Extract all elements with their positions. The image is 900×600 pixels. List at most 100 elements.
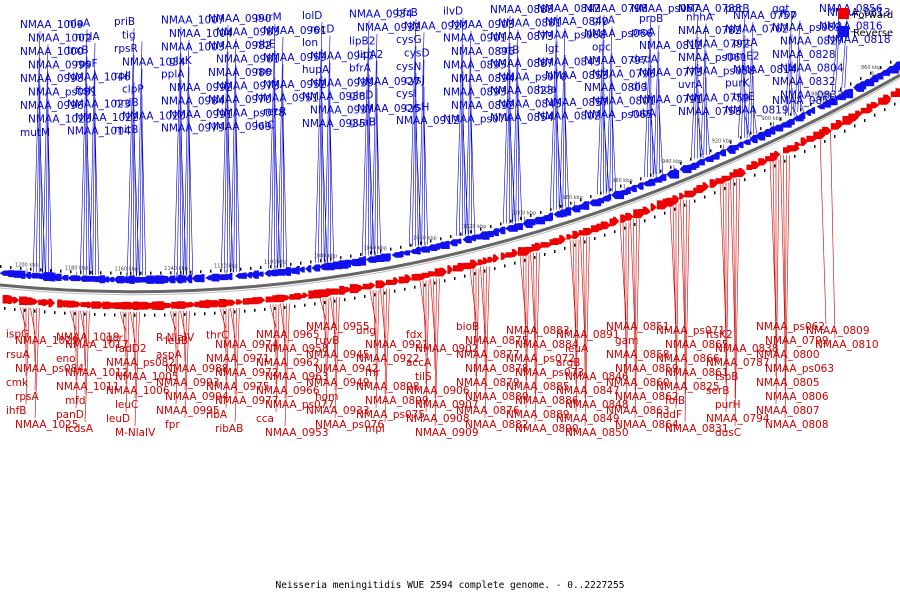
label-connector-lines	[19, 14, 848, 427]
label-connector	[19, 307, 27, 328]
gene-label-reverse: NMAA_0832	[772, 76, 836, 88]
label-connector	[283, 303, 286, 371]
gene-arrow	[46, 272, 56, 282]
label-connector	[791, 87, 795, 116]
gene-label-reverse: hda	[537, 84, 557, 96]
gene-label-reverse: pntB	[725, 3, 750, 15]
gene-arrow	[625, 212, 634, 221]
gene-label-forward: NMAA_0906	[406, 385, 470, 397]
scale-tick-label: 1040 kbp	[413, 236, 437, 242]
gene-arrow	[583, 227, 594, 235]
gene-arrow	[751, 161, 761, 170]
gene-arrow	[650, 203, 657, 212]
gene-arrow	[382, 253, 391, 261]
label-connector	[25, 307, 30, 405]
gene-label-reverse: recD	[310, 24, 334, 36]
gene-label-reverse: NMAA_0991	[169, 109, 233, 121]
gene-arrow	[534, 242, 543, 251]
gene-arrow	[87, 301, 94, 309]
gene-arrow	[718, 149, 727, 157]
gene-arrow	[855, 110, 863, 117]
gene-label-reverse: purK	[725, 78, 751, 90]
gene-label-reverse: NMAA_0788	[678, 3, 742, 15]
track-marker	[640, 177, 642, 181]
label-connector	[274, 104, 278, 269]
gene-label-forward: NMAA_ps082	[106, 357, 175, 369]
label-connector	[34, 308, 37, 391]
scale-tick-label: 900 kbp	[761, 116, 781, 122]
gene-label-reverse: NMAA_0827	[780, 36, 844, 48]
label-connector	[92, 69, 96, 276]
track-marker	[264, 307, 266, 311]
gene-arrow	[330, 288, 342, 295]
label-connector	[505, 42, 511, 224]
label-connector	[34, 308, 40, 419]
track-marker	[850, 82, 852, 86]
gene-label-reverse: NMAA_1004	[169, 28, 233, 40]
label-connector	[533, 252, 536, 367]
label-connector	[525, 255, 530, 409]
label-connector	[284, 303, 290, 427]
track-marker	[344, 298, 346, 302]
track-marker	[874, 113, 876, 117]
gene-label-forward: leuD	[106, 413, 130, 425]
label-connector	[270, 50, 276, 269]
gene-arrow	[439, 267, 448, 276]
gene-label-forward: NMAA_0907	[415, 399, 479, 411]
gene-label-forward: folB	[665, 395, 685, 407]
gene-label-reverse: NMAA_0998	[20, 73, 84, 85]
gene-label-forward: NMAA_1025	[15, 419, 79, 431]
gene-arrow	[484, 231, 494, 238]
gene-label-reverse: NMAA_0892	[451, 100, 515, 112]
track-marker	[694, 199, 696, 203]
gene-label-reverse: rpmE2	[725, 51, 760, 63]
track-marker	[750, 131, 752, 135]
gene-arrow	[477, 259, 485, 266]
label-connector	[468, 57, 472, 234]
track-marker	[464, 274, 466, 278]
label-connector	[374, 60, 378, 255]
label-connector	[39, 111, 43, 273]
gene-arrow	[102, 276, 110, 283]
gene-arrow	[210, 300, 222, 308]
gene-label-reverse: NMAA_0888	[490, 4, 554, 16]
label-connector	[675, 203, 680, 409]
gene-label-forward: NMAA_0877	[456, 349, 520, 361]
gene-label-reverse: NMAA_1020	[122, 111, 186, 123]
gene-arrow	[7, 295, 15, 305]
gene-label-reverse: NMAA_0999	[28, 60, 92, 72]
label-connector	[129, 54, 135, 276]
gene-label-forward: NMAA_0831	[665, 423, 729, 435]
label-connector	[275, 304, 280, 413]
label-connector	[86, 110, 90, 275]
track-marker	[724, 187, 726, 190]
track-marker	[230, 268, 232, 272]
gene-label-reverse: nhhA	[686, 12, 714, 24]
gene-arrow	[71, 275, 81, 282]
track-marker	[644, 219, 646, 223]
gene-label-reverse: NMAA_1002	[28, 33, 92, 45]
gene-label-reverse: NMAA_0857	[545, 97, 609, 109]
track-marker	[500, 222, 502, 226]
track-marker	[540, 211, 542, 214]
gene-label-forward: NMAA_0880	[465, 391, 529, 403]
track-marker	[764, 169, 766, 173]
gene-label-forward: NMAA_0966	[256, 385, 320, 397]
gene-label-forward: gcr	[106, 333, 123, 345]
gene-label-reverse: NMAA_0887	[490, 58, 554, 70]
gene-label-reverse: NMAA_0982	[208, 40, 272, 52]
label-connector	[743, 62, 746, 138]
track-marker	[810, 103, 812, 106]
track-marker	[864, 119, 866, 123]
track-marker	[370, 251, 372, 255]
label-connector	[235, 119, 241, 272]
gene-label-reverse: NMAA_0759	[686, 93, 750, 105]
gene-label-reverse: NMAA_ps068	[537, 30, 606, 42]
label-connector	[183, 310, 186, 363]
gene-label-forward: NMAA_0994	[165, 391, 229, 403]
track-marker	[774, 164, 776, 168]
label-connector	[234, 308, 237, 395]
gene-label-reverse: cysD	[404, 48, 430, 60]
gene-arrow	[341, 259, 351, 268]
gene-label-forward: purH	[715, 399, 741, 411]
